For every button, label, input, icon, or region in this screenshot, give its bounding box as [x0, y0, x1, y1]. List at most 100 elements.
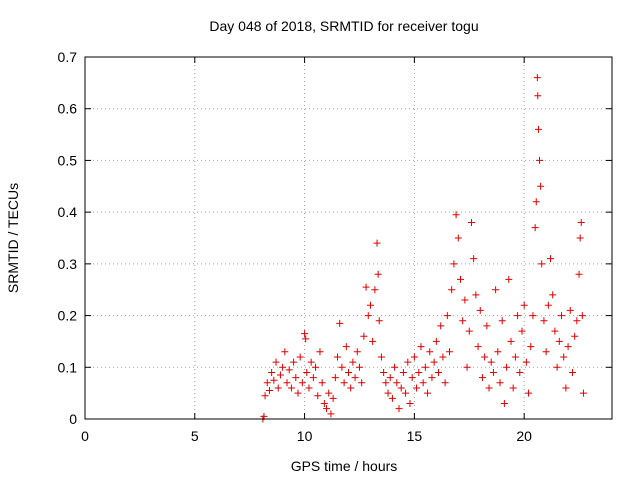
data-point [380, 368, 388, 376]
data-point [551, 327, 559, 335]
data-point [534, 92, 542, 100]
data-point [364, 312, 372, 320]
data-point [454, 234, 462, 242]
data-point [553, 363, 561, 371]
x-tick-label: 10 [297, 428, 313, 444]
data-point [537, 182, 545, 190]
data-point [325, 389, 333, 397]
data-point [294, 389, 302, 397]
data-point [318, 379, 326, 387]
data-point [426, 348, 434, 356]
data-point [463, 363, 471, 371]
data-point [459, 317, 467, 325]
data-point [435, 368, 443, 376]
data-point [384, 389, 392, 397]
data-point [465, 327, 473, 335]
x-tick-label: 15 [407, 428, 423, 444]
data-point [353, 348, 361, 356]
data-point [476, 306, 484, 314]
data-point [362, 283, 370, 291]
data-point [342, 343, 350, 351]
data-point [424, 389, 432, 397]
data-point [573, 317, 581, 325]
data-point [408, 374, 416, 382]
x-tick-label: 0 [81, 428, 89, 444]
data-point [272, 358, 280, 366]
data-point [485, 384, 493, 392]
data-point [441, 379, 449, 387]
data-point [456, 275, 464, 283]
y-tick-label: 0.2 [58, 308, 78, 324]
y-tick-label: 0 [69, 411, 77, 427]
data-point [410, 353, 418, 361]
data-point [568, 368, 576, 376]
data-point [439, 353, 447, 361]
data-point [351, 374, 359, 382]
data-point [461, 296, 469, 304]
data-point [532, 198, 540, 206]
data-point [290, 358, 298, 366]
data-point [320, 399, 328, 407]
data-point [492, 286, 500, 294]
data-point [496, 379, 504, 387]
data-point [329, 394, 337, 402]
y-axis-label: SRMTID / TECUs [5, 183, 21, 293]
data-point [296, 353, 304, 361]
data-point [527, 343, 535, 351]
data-point [538, 260, 546, 268]
data-points [259, 74, 587, 423]
data-point [404, 358, 412, 366]
data-point [314, 392, 322, 400]
x-tick-label: 5 [191, 428, 199, 444]
data-point [345, 368, 352, 376]
data-point [386, 374, 394, 382]
y-tick-label: 0.7 [58, 49, 78, 65]
data-point [375, 317, 383, 325]
data-point [302, 335, 310, 343]
data-point [472, 291, 480, 299]
data-point [327, 410, 335, 418]
data-point [579, 389, 587, 397]
data-point [360, 332, 368, 340]
data-point [575, 270, 583, 278]
data-point [388, 394, 396, 402]
y-tick-label: 0.1 [58, 359, 78, 375]
data-point [402, 389, 410, 397]
y-tick-label: 0.6 [58, 101, 78, 117]
data-point [323, 405, 331, 413]
data-point [428, 374, 436, 382]
data-point [287, 384, 295, 392]
data-point [366, 301, 374, 309]
data-point [576, 234, 584, 242]
data-point [285, 366, 293, 374]
data-point [395, 405, 403, 413]
data-point [514, 312, 522, 320]
data-point [268, 368, 276, 376]
data-point [452, 211, 460, 219]
data-point [564, 343, 572, 351]
data-point [298, 379, 306, 387]
data-point [303, 368, 311, 376]
data-point [571, 332, 579, 340]
data-point [292, 374, 300, 382]
data-point [399, 368, 407, 376]
data-point [355, 363, 363, 371]
data-point [450, 260, 458, 268]
data-point [415, 368, 423, 376]
data-point [443, 312, 451, 320]
data-point [279, 363, 287, 371]
data-point [301, 330, 309, 338]
data-point [336, 319, 344, 327]
data-point [417, 343, 425, 351]
data-point [393, 379, 401, 387]
data-point [489, 368, 497, 376]
data-point [391, 363, 399, 371]
data-point [281, 348, 289, 356]
data-point [316, 348, 324, 356]
data-point [413, 384, 421, 392]
data-point [270, 376, 278, 384]
data-point [467, 218, 475, 226]
data-point [549, 291, 557, 299]
data-point [265, 387, 273, 395]
